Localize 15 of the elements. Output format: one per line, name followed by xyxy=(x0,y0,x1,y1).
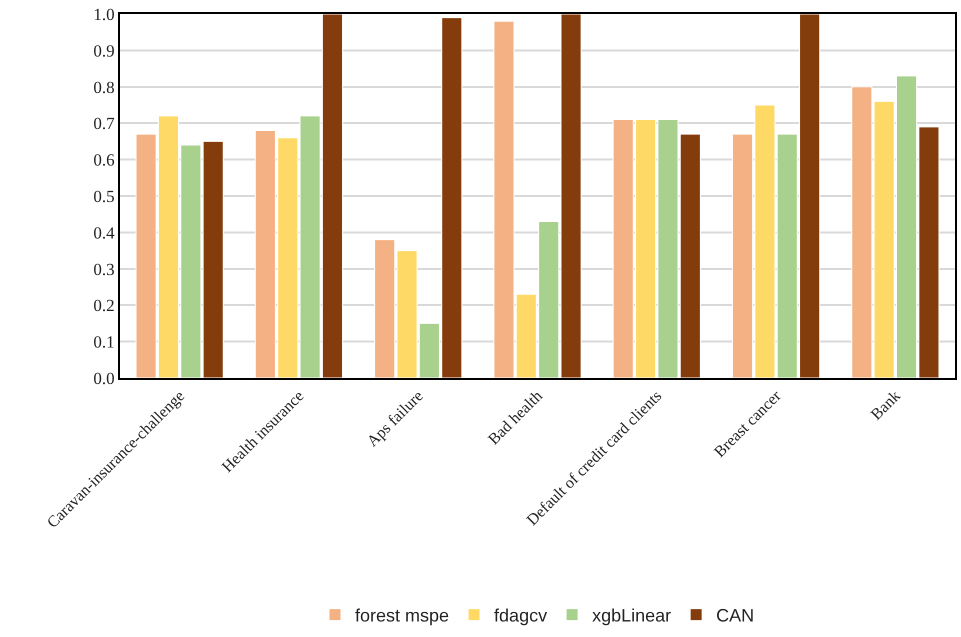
y-tick-label: 0.0 xyxy=(93,368,115,388)
legend-label: xgbLinear xyxy=(592,606,672,626)
y-tick-label: 0.5 xyxy=(93,186,115,206)
legend-label: fdagcv xyxy=(494,606,548,626)
legend-label: forest mspe xyxy=(355,606,450,626)
y-tick-label: 0.4 xyxy=(93,223,116,242)
y-tick-label: 0.6 xyxy=(93,150,115,170)
y-tick-label: 0.3 xyxy=(93,260,115,279)
y-tick-label: 1.0 xyxy=(93,4,115,24)
y-tick-label: 0.7 xyxy=(93,114,116,134)
legend-label: CAN xyxy=(716,606,754,626)
y-tick-label: 0.1 xyxy=(93,332,115,352)
y-tick-label: 0.2 xyxy=(93,296,115,316)
y-tick-label: 0.9 xyxy=(93,41,115,60)
y-tick-label: 0.8 xyxy=(93,78,115,97)
